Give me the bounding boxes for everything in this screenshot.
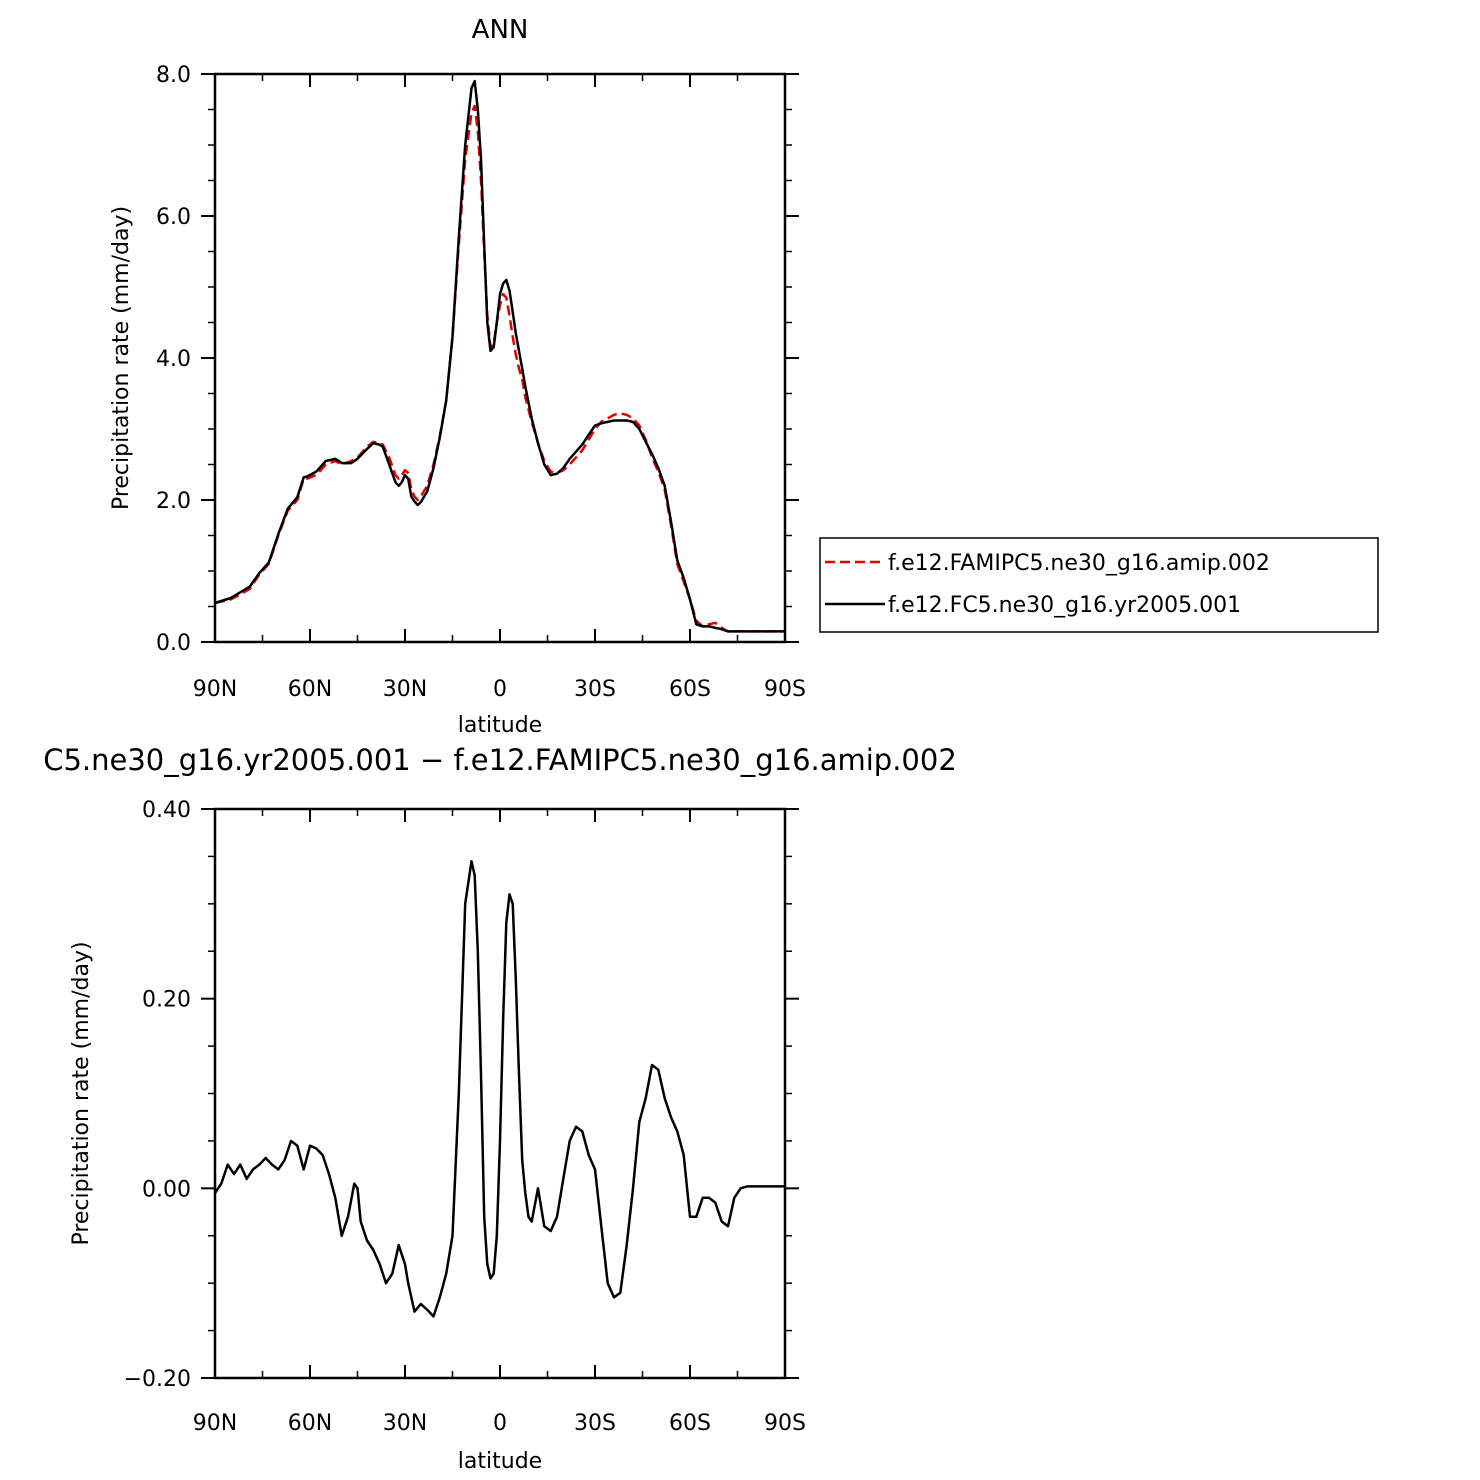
series-line-a — [213, 859, 785, 1318]
legend-box — [819, 537, 1379, 633]
legend-label: f.e12.FAMIPC5.ne30_g16.amip.002 — [888, 551, 1270, 576]
series-line-b — [214, 79, 785, 633]
y-tick-label: 2.0 — [156, 489, 191, 514]
x-tick-label: 90S — [764, 677, 806, 702]
x-tick-label: 90S — [764, 1411, 806, 1436]
y-tick-label: 0.00 — [142, 1177, 191, 1202]
y-tick-label: 6.0 — [156, 205, 191, 230]
y-tick-label: 0.0 — [156, 631, 191, 656]
x-tick-label: 60S — [669, 1411, 711, 1436]
x-axis-label: latitude — [458, 1449, 542, 1474]
y-tick-label: −0.20 — [124, 1367, 191, 1392]
plot-frame-0 — [213, 72, 787, 644]
y-tick-label: 4.0 — [156, 347, 191, 372]
x-tick-label: 30S — [574, 677, 616, 702]
y-axis-label: Precipitation rate (mm/day) — [69, 941, 94, 1245]
x-tick-label: 60N — [288, 1411, 332, 1436]
x-tick-label: 30S — [574, 1411, 616, 1436]
series-line-a — [214, 104, 785, 633]
x-tick-label: 60S — [669, 677, 711, 702]
x-tick-label: 0 — [493, 1411, 507, 1436]
y-axis-label: Precipitation rate (mm/day) — [109, 206, 134, 510]
chart-title: C5.ne30_g16.yr2005.001 − f.e12.FAMIPC5.n… — [43, 743, 957, 777]
y-tick-label: 8.0 — [156, 63, 191, 88]
x-tick-label: 30N — [383, 677, 427, 702]
y-tick-label: 0.20 — [142, 988, 191, 1013]
x-tick-label: 90N — [193, 1411, 237, 1436]
x-tick-label: 30N — [383, 1411, 427, 1436]
x-tick-label: 60N — [288, 677, 332, 702]
x-tick-label: 0 — [493, 677, 507, 702]
y-tick-label: 0.40 — [142, 798, 191, 823]
x-tick-label: 90N — [193, 677, 237, 702]
legend-label: f.e12.FC5.ne30_g16.yr2005.001 — [888, 593, 1241, 618]
chart-title: ANN — [472, 15, 529, 45]
x-axis-label: latitude — [458, 713, 542, 738]
